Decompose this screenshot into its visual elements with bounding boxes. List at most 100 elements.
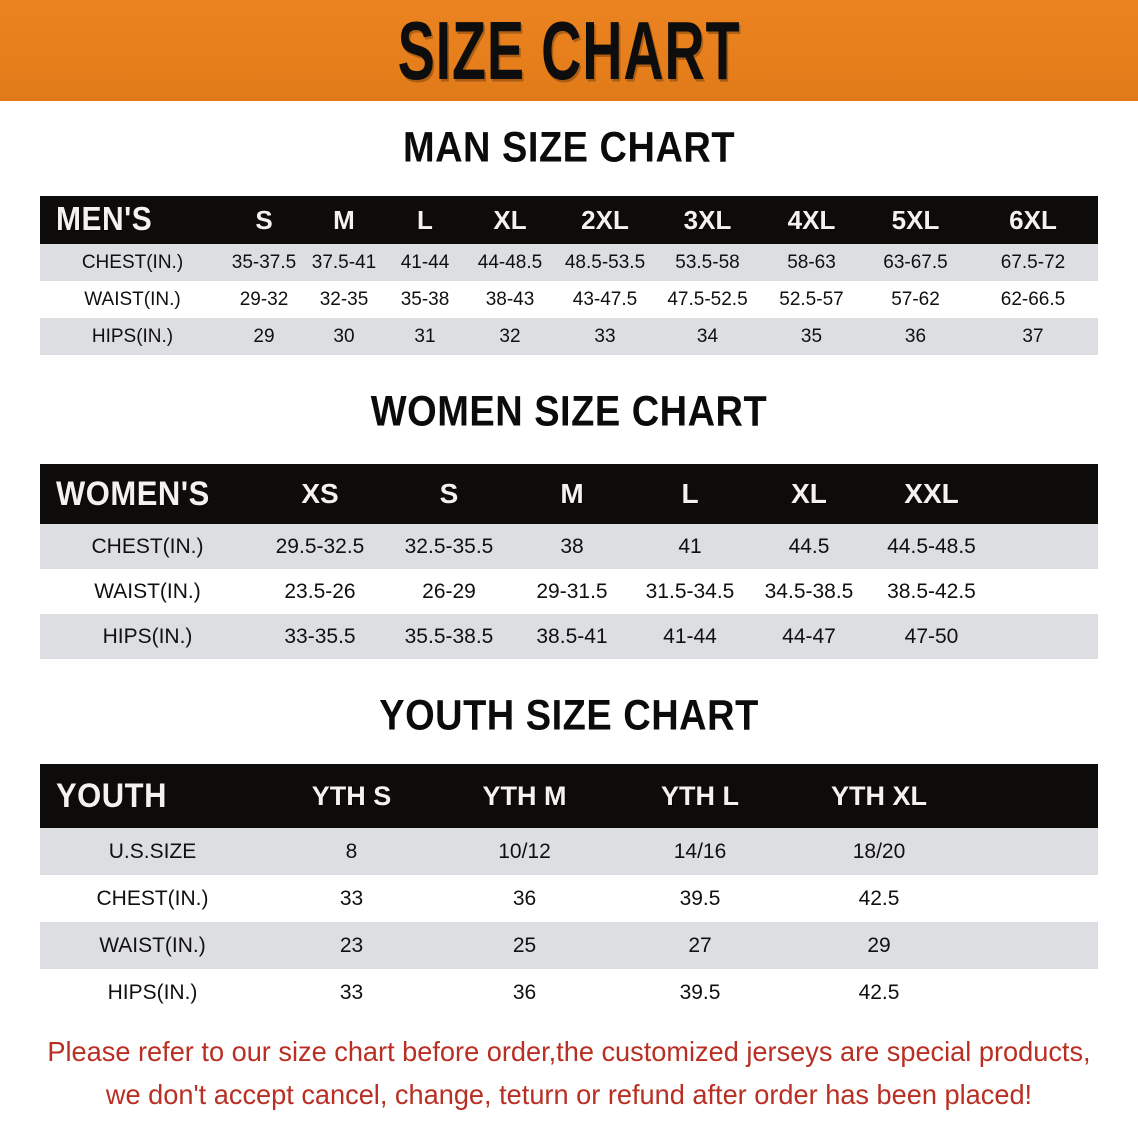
man-cell-r1-c9: 67.5-72 (1000, 251, 1066, 273)
youth-cell-spacer (969, 922, 1098, 969)
man-cell-r2-c9: 62-66.5 (1000, 288, 1066, 310)
youth-cell-r2-c1: 33 (339, 886, 364, 910)
women-table-header-row: WOMEN'S XS S M L XL XXL (40, 464, 1098, 524)
women-row-label: HIPS(IN.) (102, 624, 193, 648)
women-column-header-1: XS (301, 478, 339, 509)
youth-column-header-spacer (969, 764, 1098, 828)
youth-column-header-3: YTH L (661, 780, 739, 811)
women-cell-r2-c6: 38.5-42.5 (887, 579, 976, 603)
women-cell-r3-c5: 44-47 (782, 624, 836, 648)
youth-cell-r1-c1: 8 (345, 839, 358, 863)
table-row: WAIST(IN.) 29-32 32-35 35-38 38-43 43-47.5 47.… (40, 281, 1098, 318)
women-cell-r3-c3: 38.5-41 (536, 624, 608, 648)
man-size-chart-heading: MAN SIZE CHART (402, 124, 736, 172)
youth-cell-r1-c3: 14/16 (673, 839, 727, 863)
man-cell-r1-c4: 44-48.5 (477, 251, 543, 273)
man-column-header-6: 3XL (683, 204, 732, 235)
table-row: HIPS(IN.) 33 36 39.5 42.5 (40, 969, 1098, 1016)
youth-cell-r2-c3: 39.5 (679, 886, 721, 910)
table-row: WAIST(IN.) 23.5-26 26-29 29-31.5 31.5-34.5 34… (40, 569, 1098, 614)
disclaimer-line-2: we don't accept cancel, change, teturn o… (105, 1079, 1033, 1111)
youth-cell-r2-c2: 36 (512, 886, 537, 910)
women-row-label: WAIST(IN.) (94, 579, 201, 603)
man-cell-r1-c1: 35-37.5 (231, 251, 297, 273)
youth-cell-spacer (969, 969, 1098, 1016)
man-cell-r2-c3: 35-38 (400, 288, 450, 310)
man-table-header-row: MEN'S S M L XL 2XL 3XL 4XL 5XL 6XL (40, 196, 1098, 244)
women-cell-r3-c4: 41-44 (663, 624, 717, 648)
man-cell-r3-c4: 32 (499, 325, 521, 347)
youth-cell-r3-c3: 27 (688, 933, 712, 957)
man-column-header-9: 6XL (1009, 204, 1057, 235)
women-cell-r1-c5: 44.5 (788, 534, 830, 558)
man-cell-r3-c7: 35 (800, 325, 823, 347)
table-row: U.S.SIZE 8 10/12 14/16 18/20 (40, 828, 1098, 875)
man-cell-r2-c4: 38-43 (485, 288, 535, 310)
women-column-header-6: XXL (904, 478, 959, 509)
man-column-header-2: M (333, 204, 355, 235)
man-column-header-8: 5XL (891, 204, 940, 235)
table-row: HIPS(IN.) 29 30 31 32 33 34 35 36 37 (40, 318, 1098, 355)
women-size-table: WOMEN'S XS S M L XL XXL CHEST(IN.) 29.5-32.5 32.5… (40, 464, 1098, 659)
youth-cell-r2-c4: 42.5 (858, 886, 900, 910)
man-size-table: MEN'S S M L XL 2XL 3XL 4XL 5XL 6XL CHEST(IN.) 35-37… (40, 196, 1098, 355)
man-row-label: CHEST(IN.) (81, 251, 184, 273)
youth-cell-r4-c2: 36 (512, 980, 537, 1004)
youth-cell-r3-c4: 29 (867, 933, 891, 957)
women-column-header-spacer (994, 464, 1098, 524)
youth-row-label: WAIST(IN.) (99, 933, 206, 957)
women-cell-r2-c4: 31.5-34.5 (645, 579, 735, 603)
man-column-header-7: 4XL (787, 204, 836, 235)
women-cell-r3-c6: 47-50 (904, 624, 959, 648)
youth-column-header-2: YTH M (482, 780, 567, 811)
women-size-chart-heading: WOMEN SIZE CHART (370, 388, 768, 436)
man-cell-r2-c1: 29-32 (239, 288, 289, 310)
disclaimer-text: Please refer to our size chart before or… (40, 1030, 1097, 1117)
youth-cell-r4-c3: 39.5 (679, 980, 721, 1004)
women-column-header-3: M (560, 478, 584, 509)
page-title: SIZE CHART (397, 4, 741, 97)
women-cell-r1-c2: 32.5-35.5 (404, 534, 494, 558)
women-cell-spacer (994, 569, 1098, 614)
women-cell-spacer (994, 614, 1098, 659)
man-cell-r3-c5: 33 (594, 325, 616, 347)
man-size-chart-container: MEN'S S M L XL 2XL 3XL 4XL 5XL 6XL CHEST(IN.) 35-37… (40, 196, 1098, 355)
man-cell-r3-c2: 30 (333, 325, 355, 347)
man-cell-r1-c2: 37.5-41 (311, 251, 377, 273)
man-row-label: WAIST(IN.) (84, 288, 181, 310)
youth-column-header-1: YTH S (311, 780, 392, 811)
youth-cell-r4-c1: 33 (339, 980, 364, 1004)
women-cell-r2-c2: 26-29 (422, 579, 476, 603)
man-column-header-1: S (255, 204, 273, 235)
women-cell-r3-c1: 33-35.5 (284, 624, 356, 648)
man-cell-r1-c7: 58-63 (787, 251, 836, 273)
size-chart-banner: SIZE CHART (0, 0, 1138, 101)
man-cell-r3-c3: 31 (414, 325, 436, 347)
man-cell-r1-c3: 41-44 (400, 251, 450, 273)
women-cell-r1-c3: 38 (560, 534, 584, 558)
youth-corner-header: YOUTH (56, 776, 167, 815)
man-cell-r3-c6: 34 (696, 325, 719, 347)
man-cell-r2-c5: 43-47.5 (572, 288, 638, 310)
table-row: CHEST(IN.) 35-37.5 37.5-41 41-44 44-48.5 48.5… (40, 244, 1098, 281)
women-cell-r1-c1: 29.5-32.5 (275, 534, 365, 558)
man-cell-r2-c2: 32-35 (319, 288, 369, 310)
youth-table-header-row: YOUTH YTH S YTH M YTH L YTH XL (40, 764, 1098, 828)
women-cell-r3-c2: 35.5-38.5 (404, 624, 494, 648)
disclaimer-line-1: Please refer to our size chart before or… (47, 1036, 1091, 1067)
women-cell-spacer (994, 524, 1098, 569)
table-row: WAIST(IN.) 23 25 27 29 (40, 922, 1098, 969)
man-cell-r3-c9: 37 (1022, 325, 1044, 347)
man-cell-r2-c6: 47.5-52.5 (667, 288, 748, 310)
women-column-header-2: S (439, 478, 459, 509)
man-corner-header: MEN'S (56, 201, 153, 238)
women-cell-r2-c5: 34.5-38.5 (764, 579, 854, 603)
man-column-header-5: 2XL (581, 204, 629, 235)
youth-cell-r1-c4: 18/20 (852, 839, 906, 863)
man-cell-r2-c8: 57-62 (891, 288, 940, 310)
man-cell-r1-c8: 63-67.5 (883, 251, 948, 273)
women-column-header-5: XL (791, 478, 827, 509)
women-cell-r1-c6: 44.5-48.5 (887, 534, 976, 558)
table-row: CHEST(IN.) 33 36 39.5 42.5 (40, 875, 1098, 922)
youth-row-label: CHEST(IN.) (96, 886, 209, 910)
